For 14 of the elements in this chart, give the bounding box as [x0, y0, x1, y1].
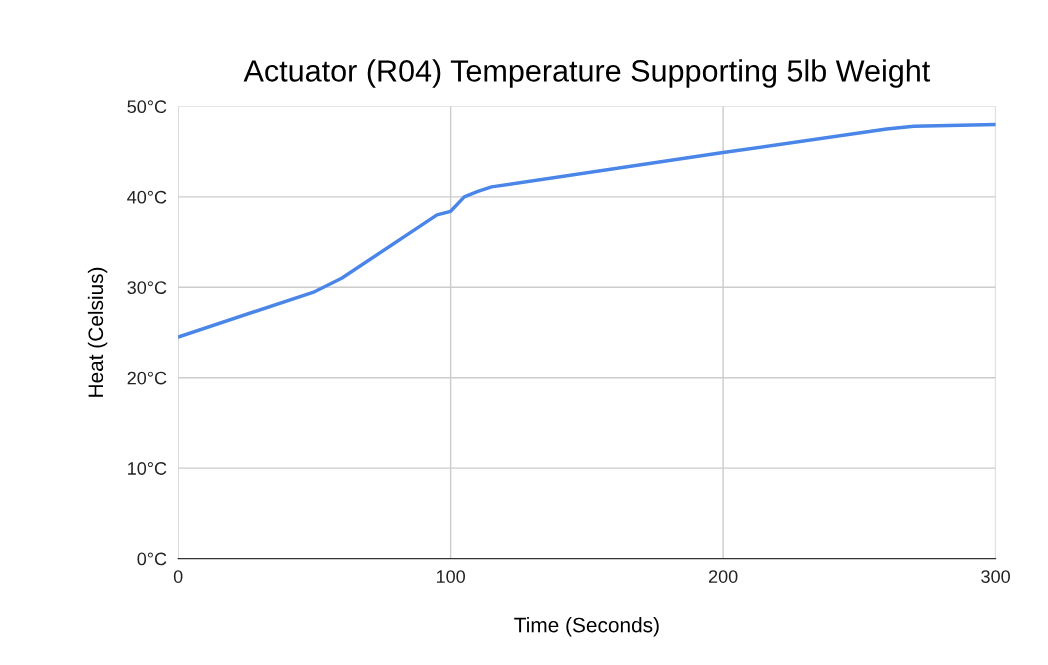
- line-series: [178, 122, 996, 339]
- y-tick-label: 50°C: [127, 100, 167, 114]
- x-tick-label: 200: [708, 570, 738, 583]
- y-tick-label: 0°C: [137, 552, 167, 566]
- x-tick-label: 300: [981, 570, 1010, 583]
- y-tick-label: 40°C: [127, 190, 167, 204]
- y-tick-label: 10°C: [128, 462, 167, 475]
- chart-title: Actuator (R04) Temperature Supporting 5lb Weight: [243, 59, 931, 88]
- x-tick-label: 100: [436, 570, 465, 583]
- y-tick-label: 20°C: [127, 371, 167, 385]
- x-axis-title: Time (Seconds): [514, 617, 659, 637]
- y-tick-label: 30°C: [127, 281, 167, 294]
- x-tick-label: 0: [173, 570, 183, 583]
- y-axis-title: Heat (Celsius): [87, 267, 108, 397]
